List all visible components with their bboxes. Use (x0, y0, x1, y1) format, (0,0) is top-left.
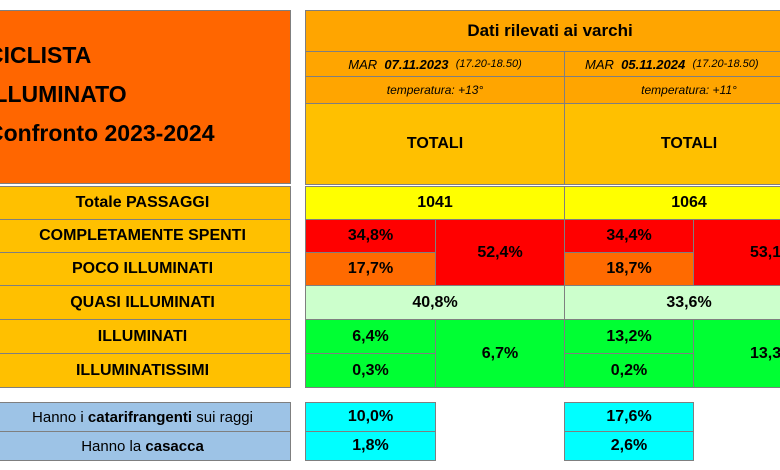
casacca-bold: casacca (145, 437, 204, 455)
title-block: CICLISTA ILLUMINATO Confronto 2023-2024 (0, 10, 291, 184)
label-totale-passaggi: Totale PASSAGGI (0, 186, 291, 220)
temp-2023: temperatura: +13° (305, 76, 565, 104)
illuminati-2023: 6,4% (305, 319, 436, 354)
title-line-3: Confronto 2023-2024 (0, 120, 215, 146)
header-date-2024: MAR 05.11.2024 (17.20-18.50) (564, 51, 780, 77)
date-2024: 05.11.2024 (621, 56, 686, 72)
spenti-poco-sum-2023: 52,4% (435, 219, 565, 286)
quasi-2024: 33,6% (564, 285, 780, 320)
totale-2024: 1064 (564, 186, 780, 220)
header-main: Dati rilevati ai varchi (305, 10, 780, 52)
totale-2023: 1041 (305, 186, 565, 220)
label-catarifrangenti: Hanno i catarifrangenti sui raggi (0, 402, 291, 432)
poco-2023: 17,7% (305, 252, 436, 286)
catarifrangenti-2024: 17,6% (564, 402, 694, 432)
quasi-2023: 40,8% (305, 285, 565, 320)
time-2024: (17.20-18.50) (692, 58, 759, 70)
catarifrangenti-post: sui raggi (192, 408, 253, 426)
catarifrangenti-2023: 10,0% (305, 402, 436, 432)
day-2023: MAR (348, 56, 378, 72)
label-poco-illuminati: POCO ILLUMINATI (0, 252, 291, 286)
totals-2024: TOTALI (564, 103, 780, 185)
catarifrangenti-bold: catarifrangenti (87, 408, 193, 426)
casacca-2023: 1,8% (305, 431, 436, 461)
title-line-1: CICLISTA (0, 42, 92, 68)
spenti-2024: 34,4% (564, 219, 694, 253)
catarifrangenti-pre: Hanno i (32, 408, 88, 426)
spenti-2023: 34,8% (305, 219, 436, 253)
spenti-poco-sum-2024: 53,1% (693, 219, 780, 286)
illuminatissimi-2024: 0,2% (564, 353, 694, 388)
label-quasi-illuminati: QUASI ILLUMINATI (0, 285, 291, 320)
time-2023: (17.20-18.50) (455, 58, 522, 70)
illuminati-sum-2024: 13,3% (693, 319, 780, 388)
totals-2023: TOTALI (305, 103, 565, 185)
label-illuminati: ILLUMINATI (0, 319, 291, 354)
label-casacca: Hanno la casacca (0, 431, 291, 461)
day-2024: MAR (585, 56, 614, 72)
casacca-2024: 2,6% (564, 431, 694, 461)
label-completamente-spenti: COMPLETAMENTE SPENTI (0, 219, 291, 253)
title-line-2: ILLUMINATO (0, 81, 127, 107)
illuminati-2024: 13,2% (564, 319, 694, 354)
poco-2024: 18,7% (564, 252, 694, 286)
header-date-2023: MAR 07.11.2023 (17.20-18.50) (305, 51, 565, 77)
label-illuminatissimi: ILLUMINATISSIMI (0, 353, 291, 388)
illuminatissimi-2023: 0,3% (305, 353, 436, 388)
illuminati-sum-2023: 6,7% (435, 319, 565, 388)
date-2023: 07.11.2023 (384, 56, 449, 72)
temp-2024: temperatura: +11° (564, 76, 780, 104)
casacca-pre: Hanno la (81, 437, 146, 455)
